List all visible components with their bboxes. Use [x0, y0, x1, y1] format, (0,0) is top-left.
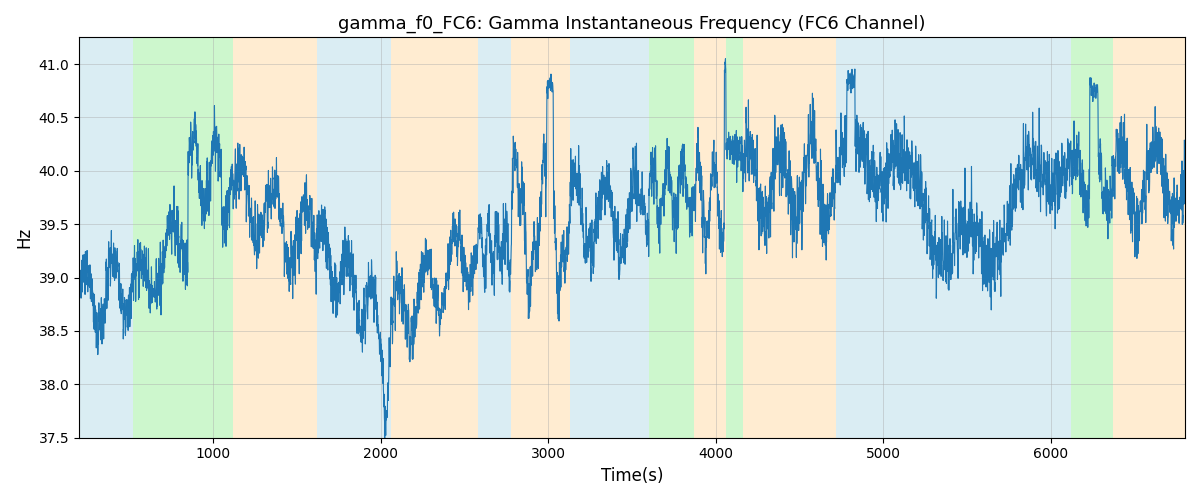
Bar	[836, 38, 1072, 438]
Bar	[478, 38, 511, 438]
Bar	[233, 38, 317, 438]
Bar	[570, 38, 649, 438]
Bar	[317, 38, 391, 438]
Bar	[511, 38, 570, 438]
Bar	[1072, 38, 1112, 438]
Bar	[649, 38, 694, 438]
X-axis label: Time(s): Time(s)	[601, 467, 664, 485]
Bar	[743, 38, 836, 438]
Bar	[726, 38, 743, 438]
Bar	[391, 38, 478, 438]
Title: gamma_f0_FC6: Gamma Instantaneous Frequency (FC6 Channel): gamma_f0_FC6: Gamma Instantaneous Freque…	[338, 15, 925, 34]
Bar	[1112, 38, 1186, 438]
Bar	[133, 38, 233, 438]
Y-axis label: Hz: Hz	[14, 227, 32, 248]
Bar	[694, 38, 726, 438]
Bar	[79, 38, 133, 438]
